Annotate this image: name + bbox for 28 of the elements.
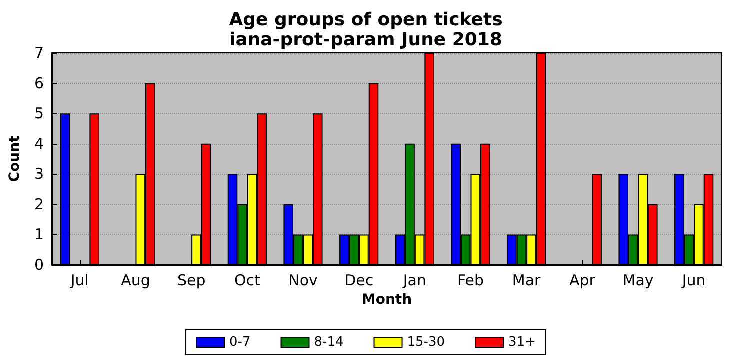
y-tick-label: 6	[34, 74, 44, 92]
legend-label: 15-30	[407, 335, 446, 350]
x-tick-label: Mar	[512, 272, 542, 290]
x-tick-label: Feb	[457, 272, 484, 290]
y-tick-label: 1	[34, 226, 44, 244]
y-tick-label: 4	[34, 134, 44, 153]
legend-label: 0-7	[230, 335, 251, 350]
chart-title: Age groups of open tickets	[229, 10, 503, 30]
y-tick-label: 3	[34, 165, 44, 184]
x-tick-label: May	[622, 272, 654, 290]
chart-subtitle: iana-prot-param June 2018	[230, 30, 502, 50]
x-tick-label: Jul	[70, 272, 89, 290]
legend-label: 8-14	[314, 335, 344, 350]
legend-label: 31+	[508, 335, 536, 350]
x-tick-label: Dec	[344, 272, 374, 290]
x-tick-label: Apr	[569, 272, 596, 290]
y-tick-label: 5	[34, 104, 44, 123]
y-tick-label: 2	[34, 195, 44, 214]
x-tick-label: Jan	[402, 272, 426, 290]
x-tick-label: Nov	[288, 272, 318, 290]
y-tick-label: 7	[34, 44, 44, 62]
x-tick-label: Sep	[177, 272, 206, 290]
x-axis-title: Month	[362, 292, 412, 308]
x-tick-label: Aug	[121, 272, 150, 290]
y-tick-label: 0	[34, 256, 44, 274]
x-tick-label: Jun	[681, 272, 706, 290]
x-tick-label: Oct	[234, 272, 260, 290]
y-axis-title: Count	[7, 135, 23, 182]
